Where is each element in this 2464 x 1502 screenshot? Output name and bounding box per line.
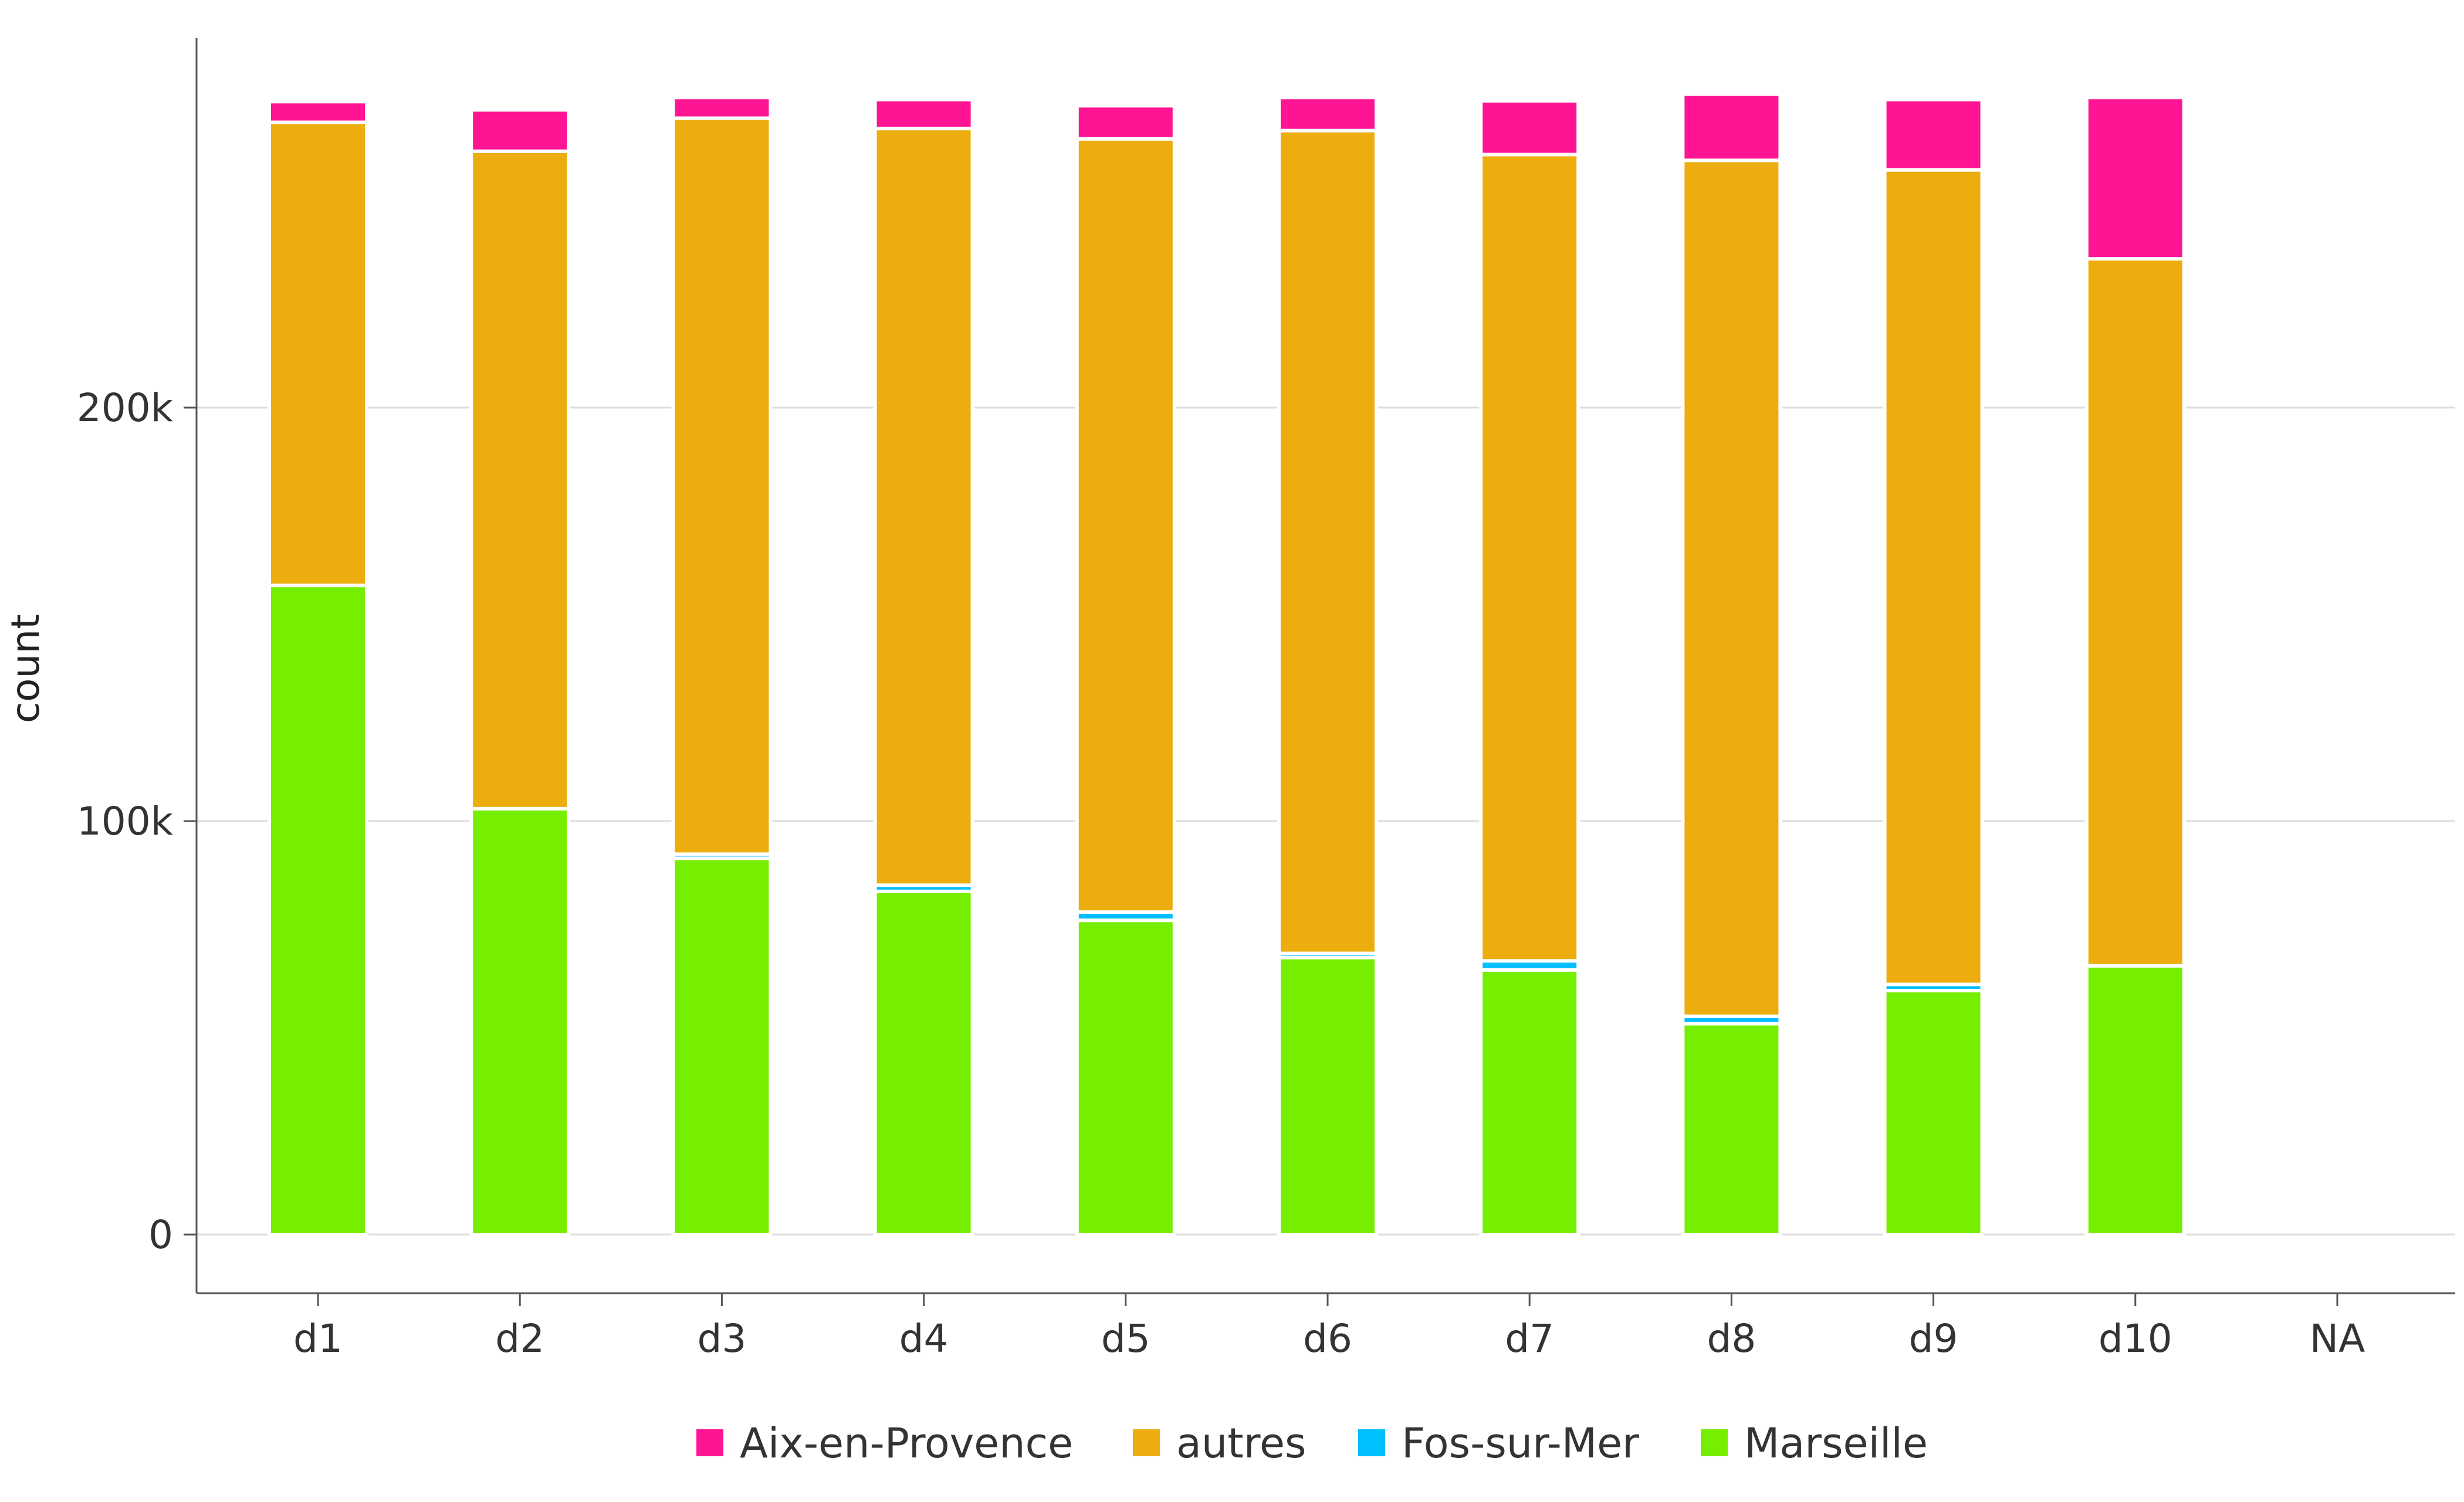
- bar-d7-autres: [1479, 152, 1580, 963]
- legend-label-fos-sur-mer: Fos-sur-Mer: [1402, 1419, 1639, 1467]
- legend: Aix-en-Provence autres Fos-sur-Mer Marseill…: [696, 1419, 1928, 1467]
- legend-label-aix-en-provence: Aix-en-Provence: [740, 1419, 1073, 1467]
- bar-d2-aix-en-provence: [469, 108, 571, 153]
- bar-d10-aix-en-provence: [2084, 96, 2186, 261]
- legend-swatch-marseille: [1701, 1429, 1728, 1456]
- bar-d9-marseille: [1883, 989, 1984, 1237]
- y-tick-label-2: 200k: [77, 385, 174, 430]
- legend-swatch-aix-en-provence: [696, 1429, 723, 1456]
- x-ticks: d1 d2 d3 d4 d5 d6 d7 d8 d9 d10 NA: [293, 1293, 2365, 1361]
- bar-d9-autres: [1883, 168, 1984, 986]
- bar-d8-marseille: [1681, 1022, 1782, 1236]
- x-tick-label-d4: d4: [899, 1316, 949, 1361]
- bar-d8-autres: [1681, 158, 1782, 1018]
- legend-label-autres: autres: [1176, 1419, 1306, 1467]
- bar-d6-marseille: [1277, 955, 1378, 1237]
- x-tick-label-d6: d6: [1303, 1316, 1352, 1361]
- x-tick-label-d9: d9: [1909, 1316, 1958, 1361]
- bar-d10-autres: [2084, 257, 2186, 968]
- bar-d4-aix-en-provence: [873, 97, 974, 131]
- x-tick-label-d10: d10: [2099, 1316, 2172, 1361]
- bar-d5-marseille: [1075, 918, 1176, 1236]
- axes-layer: [195, 38, 2455, 1294]
- bar-d5-autres: [1075, 137, 1176, 914]
- bar-d4-autres: [873, 127, 974, 887]
- bar-d7-marseille: [1479, 968, 1580, 1237]
- bar-d8-aix-en-provence: [1681, 92, 1782, 162]
- y-tick-label-0: 0: [148, 1212, 173, 1257]
- bar-d1-autres: [268, 120, 368, 588]
- x-tick-label-d3: d3: [697, 1316, 746, 1361]
- legend-swatch-autres: [1133, 1429, 1160, 1456]
- bar-d3-aix-en-provence: [671, 96, 773, 120]
- bar-d6-aix-en-provence: [1277, 96, 1378, 133]
- bar-d2-marseille: [469, 806, 571, 1236]
- bar-d2-autres: [469, 149, 571, 811]
- bar-d5-aix-en-provence: [1075, 104, 1176, 141]
- bar-d4-marseille: [873, 889, 974, 1236]
- x-tick-label-d1: d1: [293, 1316, 343, 1361]
- x-tick-label-d2: d2: [495, 1316, 544, 1361]
- bar-d9-aix-en-provence: [1883, 97, 1984, 172]
- y-tick-label-1: 100k: [77, 799, 174, 844]
- y-axis-title: count: [3, 614, 48, 723]
- bar-d7-aix-en-provence: [1479, 99, 1580, 157]
- bar-d6-autres: [1277, 128, 1378, 955]
- bar-d1-marseille: [268, 584, 368, 1236]
- bar-d1-aix-en-provence: [268, 100, 368, 124]
- x-tick-label-NA: NA: [2310, 1316, 2365, 1361]
- bar-d3-marseille: [671, 856, 773, 1236]
- x-tick-label-d5: d5: [1101, 1316, 1150, 1361]
- y-ticks: 0 100k 200k: [77, 385, 197, 1257]
- bar-d10-marseille: [2084, 964, 2186, 1236]
- legend-label-marseille: Marseille: [1744, 1419, 1928, 1467]
- x-tick-label-d8: d8: [1707, 1316, 1756, 1361]
- legend-swatch-fos-sur-mer: [1358, 1429, 1385, 1456]
- x-tick-label-d7: d7: [1505, 1316, 1554, 1361]
- bar-d3-autres: [671, 116, 773, 856]
- bars-layer: [268, 92, 2186, 1237]
